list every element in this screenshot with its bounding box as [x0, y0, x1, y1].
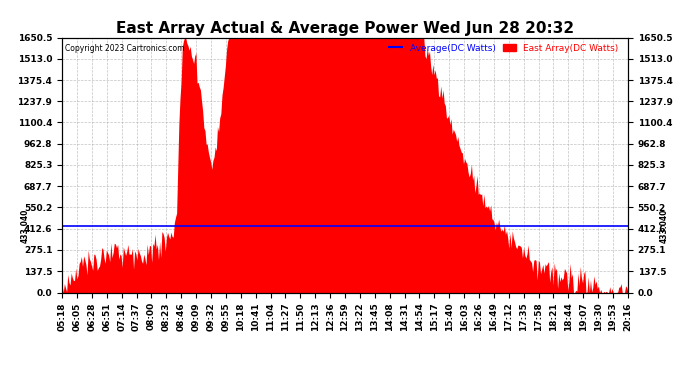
Text: 433.040: 433.040 [21, 209, 30, 243]
Text: 433.040: 433.040 [660, 209, 669, 243]
Title: East Array Actual & Average Power Wed Jun 28 20:32: East Array Actual & Average Power Wed Ju… [116, 21, 574, 36]
Legend: Average(DC Watts), East Array(DC Watts): Average(DC Watts), East Array(DC Watts) [385, 40, 622, 56]
Text: Copyright 2023 Cartronics.com: Copyright 2023 Cartronics.com [65, 44, 184, 53]
